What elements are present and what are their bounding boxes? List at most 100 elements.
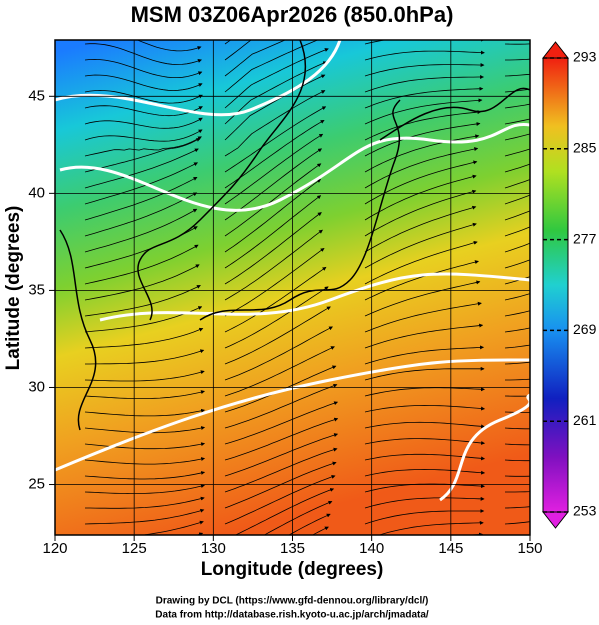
streamline [84, 471, 206, 480]
streamline [224, 163, 322, 237]
streamline [84, 208, 198, 253]
streamline [85, 557, 201, 588]
colorbar-tick-label: 269 [573, 321, 597, 337]
streamline [224, 106, 327, 173]
streamline [505, 491, 530, 493]
streamline [505, 558, 599, 604]
streamline [364, 50, 485, 61]
streamline [224, 148, 323, 221]
streamline [224, 133, 324, 205]
streamline [505, 58, 530, 61]
streamline [224, 212, 322, 285]
streamline [504, 148, 530, 157]
streamline [504, 118, 530, 125]
streamline [364, 121, 481, 157]
streamline [84, 285, 201, 317]
streamlines [84, 40, 599, 604]
streamline [224, 229, 323, 301]
streamline [504, 427, 530, 430]
streamline [364, 345, 485, 365]
streamline [84, 89, 203, 104]
y-tick-label: 30 [28, 378, 45, 395]
colorbar-arrow-bottom [541, 511, 570, 529]
streamline [224, 286, 329, 349]
streamline [224, 179, 322, 253]
streamline [504, 194, 530, 205]
colorbar-tick-label: 277 [573, 230, 597, 246]
streamline [84, 390, 205, 399]
streamline [364, 438, 486, 445]
streamline [504, 242, 530, 253]
streamline [504, 411, 530, 413]
streamline [364, 468, 486, 477]
streamline [504, 521, 530, 525]
credit: Data from http://database.rish.kyoto-u.a… [155, 610, 429, 621]
streamline [224, 306, 331, 365]
streamline [504, 226, 530, 237]
y-tick-label: 35 [28, 281, 45, 298]
streamline [364, 98, 483, 125]
streamline [85, 496, 205, 509]
streamline [504, 395, 530, 397]
streamline [504, 259, 530, 269]
streamline [224, 326, 333, 381]
streamline [224, 40, 252, 61]
streamline [224, 433, 339, 477]
streamline [364, 301, 482, 333]
streamline [504, 163, 530, 173]
streamline [84, 442, 206, 450]
x-tick-label: 120 [42, 540, 67, 557]
streamline [224, 40, 319, 93]
streamline [84, 74, 203, 91]
y-tick-label: 25 [28, 475, 45, 492]
streamline [234, 488, 335, 535]
colorbar [542, 57, 569, 513]
streamline [84, 138, 201, 173]
streamline [504, 310, 530, 317]
streamline [84, 192, 198, 237]
x-axis-label: Longitude (degrees) [201, 559, 384, 580]
streamline [84, 129, 203, 142]
streamline [85, 349, 205, 365]
streamline [84, 58, 203, 78]
streamline [364, 260, 479, 301]
streamline [224, 475, 336, 525]
streamline [84, 148, 199, 189]
streamline [224, 48, 329, 109]
streamline [84, 327, 204, 349]
streamline [84, 136, 202, 157]
streamline [224, 383, 338, 429]
streamline [84, 457, 206, 465]
streamline [84, 162, 198, 205]
streamline [84, 408, 206, 417]
streamline [364, 189, 477, 237]
streamline [504, 210, 530, 221]
streamline [224, 417, 339, 461]
streamline [84, 306, 203, 333]
streamline [364, 86, 484, 109]
streamline [364, 496, 485, 509]
streamline [504, 344, 530, 349]
streamline [364, 483, 485, 493]
credit: Drawing by DCL (https://www.gfd-dennou.o… [156, 596, 429, 607]
colorbar-tick-label: 293 [573, 49, 597, 65]
x-tick-label: 135 [280, 540, 305, 557]
title: MSM 03Z06Apr2026 (850.0hPa) [131, 2, 454, 27]
streamline [364, 323, 484, 349]
streamline [364, 509, 485, 525]
y-axis-label: Latitude (degrees) [3, 206, 24, 371]
streamline [504, 361, 530, 365]
streamline [504, 475, 530, 477]
streamline [504, 327, 530, 333]
streamline [378, 520, 484, 535]
x-tick-label: 125 [122, 540, 147, 557]
streamline [224, 61, 328, 125]
y-tick-label: 45 [28, 87, 45, 104]
streamline [364, 222, 477, 269]
streamline [504, 459, 530, 462]
colorbar-tick-label: 253 [573, 503, 597, 519]
streamline [364, 110, 482, 141]
streamline [504, 293, 530, 301]
streamline [364, 160, 478, 205]
